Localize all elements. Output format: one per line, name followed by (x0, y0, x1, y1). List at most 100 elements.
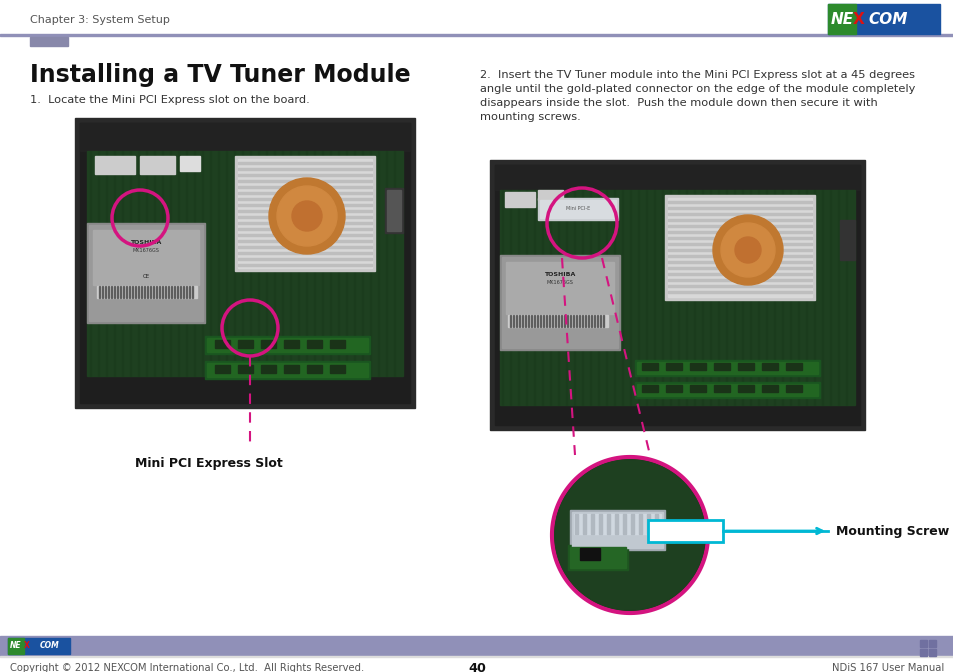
Bar (718, 190, 719, 405)
Bar (837, 190, 838, 405)
Bar (180, 156, 200, 171)
Bar (495, 165, 859, 425)
Bar (111, 286, 112, 298)
Bar (192, 286, 193, 298)
Bar (490, 160, 864, 430)
Bar (95, 156, 135, 174)
Bar (542, 315, 543, 327)
Bar (725, 190, 726, 405)
Bar (250, 151, 251, 376)
Bar (645, 190, 646, 405)
Bar (510, 315, 511, 327)
Bar (8, 638, 70, 654)
Bar (218, 151, 219, 376)
Bar (590, 315, 592, 327)
Bar (122, 151, 123, 376)
Bar (574, 190, 575, 405)
Bar (237, 198, 372, 200)
Bar (614, 190, 615, 405)
Text: COM: COM (40, 642, 60, 650)
Bar (569, 547, 625, 568)
Bar (773, 190, 774, 405)
Bar (237, 264, 372, 266)
Bar (370, 151, 371, 376)
Bar (237, 186, 372, 188)
Bar (237, 168, 372, 170)
Text: Copyright © 2012 NEXCOM International Co., Ltd.  All Rights Reserved.: Copyright © 2012 NEXCOM International Co… (10, 663, 364, 672)
Text: TOSHIBA: TOSHIBA (131, 241, 161, 245)
Bar (667, 273, 811, 275)
Bar (579, 548, 599, 560)
Bar (505, 262, 614, 314)
Text: 1.  Locate the Mini PCI Express slot on the board.: 1. Locate the Mini PCI Express slot on t… (30, 95, 310, 105)
Bar (92, 230, 199, 285)
Bar (495, 165, 859, 190)
Bar (665, 385, 681, 392)
Text: disappears inside the slot.  Push the module down then secure it with: disappears inside the slot. Push the mod… (479, 98, 877, 108)
Bar (126, 286, 127, 298)
Bar (573, 315, 574, 327)
Bar (387, 190, 400, 231)
Bar (306, 151, 307, 376)
Bar (141, 286, 142, 298)
Bar (738, 385, 753, 392)
Bar (635, 382, 820, 398)
Bar (518, 315, 519, 327)
Bar (667, 213, 811, 215)
Bar (150, 286, 151, 298)
Bar (162, 151, 163, 376)
Bar (667, 225, 811, 227)
Bar (87, 223, 205, 323)
Bar (569, 510, 664, 550)
Bar (641, 363, 658, 370)
Bar (266, 151, 267, 376)
Bar (87, 151, 402, 376)
Bar (257, 151, 258, 376)
Bar (550, 190, 551, 405)
Bar (171, 286, 172, 298)
Bar (733, 190, 734, 405)
Bar (510, 190, 511, 405)
Bar (928, 649, 935, 656)
Bar (548, 315, 550, 327)
Bar (516, 315, 517, 327)
Bar (539, 200, 616, 218)
Bar (785, 363, 801, 370)
Bar (578, 315, 579, 327)
Bar (594, 315, 595, 327)
Bar (709, 190, 710, 405)
Bar (354, 151, 355, 376)
Bar (713, 385, 729, 392)
Bar (361, 151, 363, 376)
Bar (713, 363, 729, 370)
Bar (186, 286, 187, 298)
Bar (168, 286, 169, 298)
Text: NE: NE (10, 642, 22, 650)
Bar (284, 340, 298, 348)
Bar (599, 315, 600, 327)
Bar (534, 315, 535, 327)
Bar (701, 190, 702, 405)
Bar (581, 190, 582, 405)
Text: mounting screws.: mounting screws. (479, 112, 580, 122)
Bar (123, 286, 124, 298)
Bar (0, 636, 953, 656)
Bar (689, 363, 705, 370)
Bar (517, 190, 518, 405)
Bar (237, 222, 372, 224)
Bar (261, 365, 275, 373)
Bar (667, 279, 811, 281)
Bar (669, 190, 670, 405)
Bar (237, 228, 372, 230)
Bar (234, 156, 375, 271)
Bar (637, 384, 817, 396)
Bar (170, 151, 171, 376)
Bar (919, 640, 926, 647)
Bar (237, 240, 372, 242)
Bar (655, 530, 675, 542)
Bar (567, 545, 627, 570)
Bar (827, 4, 855, 34)
Circle shape (276, 186, 336, 246)
Text: 40: 40 (468, 661, 485, 672)
Bar (693, 190, 695, 405)
